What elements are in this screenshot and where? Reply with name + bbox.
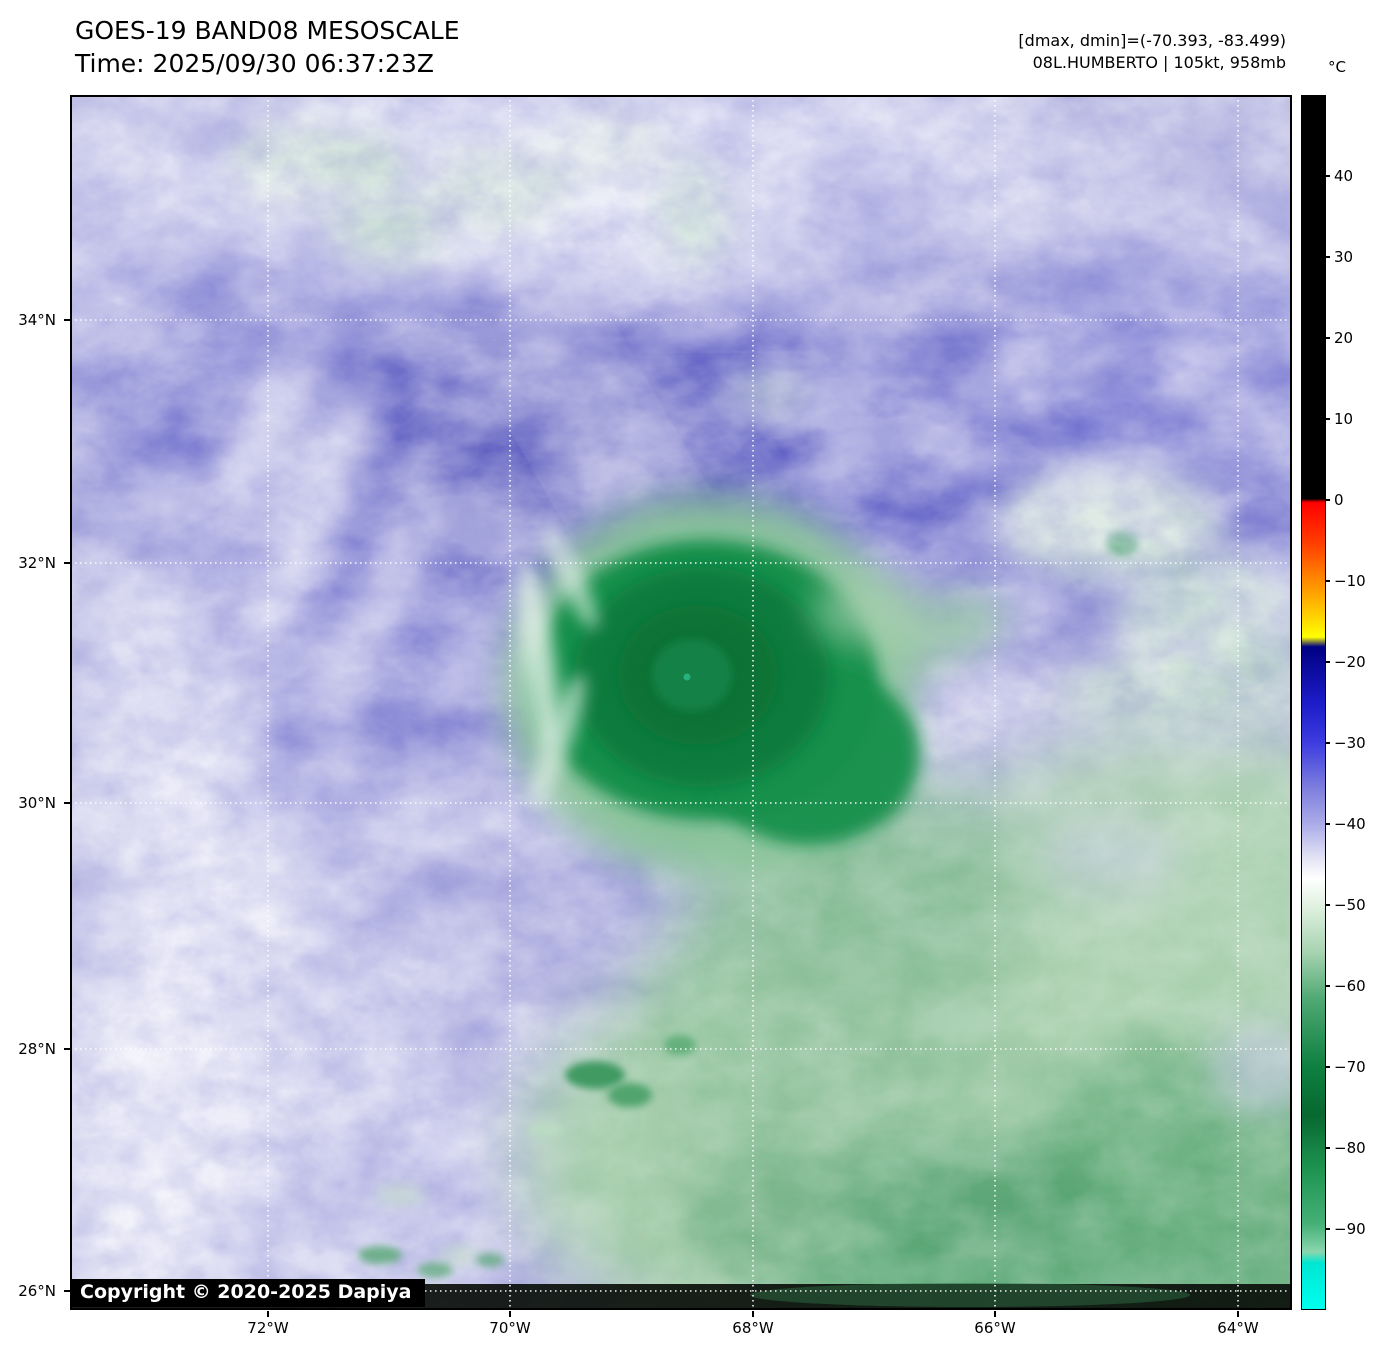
colorbar-unit-label: °C [1328,58,1346,76]
colorbar-tick-label: 10 [1334,410,1354,428]
axis-tick [64,1048,70,1050]
satellite-image [70,95,1292,1310]
colorbar-tick [1326,742,1330,744]
colorbar-tick [1326,1066,1330,1068]
colorbar-tick-label: 20 [1334,329,1354,347]
colorbar-tick [1326,823,1330,825]
lat-tick-label: 26°N [18,1282,56,1300]
axis-tick [64,562,70,564]
axis-tick [64,802,70,804]
colorbar-tick [1326,580,1330,582]
small-convective-cells [358,1035,696,1278]
colorbar [1301,95,1326,1310]
latitude-axis: 34°N 32°N 30°N 28°N 26°N [0,95,62,1310]
colorbar-tick-label: 0 [1334,491,1344,509]
lon-tick-label: 72°W [247,1319,289,1337]
gridlines [70,95,1292,1310]
satellite-map: Copyright © 2020-2025 Dapiya [70,95,1292,1310]
lat-tick-label: 28°N [18,1040,56,1058]
colorbar-tick [1326,661,1330,663]
colorbar-tick [1326,499,1330,501]
axis-tick [752,1311,754,1317]
colorbar-tick [1326,1228,1330,1230]
colorbar-tick [1326,256,1330,258]
axis-tick [509,1311,511,1317]
colorbar-tick-label: −90 [1334,1220,1366,1238]
colorbar-tick-label: −50 [1334,896,1366,914]
colorbar-tick [1326,985,1330,987]
lat-tick-label: 30°N [18,794,56,812]
lon-tick-label: 68°W [732,1319,774,1337]
axis-tick [64,1290,70,1292]
lat-tick-label: 32°N [18,554,56,572]
axis-tick [994,1311,996,1317]
axis-tick [1237,1311,1239,1317]
hurricane-humberto-core [505,495,1008,875]
header-right: [dmax, dmin]=(-70.393, -83.499) 08L.HUMB… [1018,30,1286,73]
longitude-axis: 72°W 70°W 68°W 66°W 64°W [70,1319,1292,1341]
page-title: GOES-19 BAND08 MESOSCALE [75,16,460,45]
colorbar-labels: 40 30 20 10 0 −10 −20 −30 −40 −50 −60 −7… [1334,95,1384,1310]
dmax-dmin-readout: [dmax, dmin]=(-70.393, -83.499) [1018,31,1286,50]
storm-info: 08L.HUMBERTO | 105kt, 958mb [1032,52,1286,72]
colorbar-tick-label: −10 [1334,572,1366,590]
header-left: GOES-19 BAND08 MESOSCALE Time: 2025/09/3… [75,14,460,80]
timestamp: Time: 2025/09/30 06:37:23Z [75,49,434,78]
colorbar-tick-label: −40 [1334,815,1366,833]
colorbar-tick-label: 40 [1334,167,1354,185]
hurricane-eye [683,673,691,681]
colorbar-tick [1326,418,1330,420]
map-frame [70,95,1292,1310]
colorbar-tick [1326,175,1330,177]
colorbar-gradient [1302,96,1325,1309]
colorbar-tick [1326,1147,1330,1149]
colorbar-tick-label: −20 [1334,653,1366,671]
colorbar-tick-label: −70 [1334,1058,1366,1076]
colorbar-tick [1326,904,1330,906]
copyright-badge: Copyright © 2020-2025 Dapiya [72,1279,426,1307]
axis-tick [267,1311,269,1317]
colorbar-tick [1326,337,1330,339]
axis-tick [64,319,70,321]
lat-tick-label: 34°N [18,311,56,329]
colorbar-tick-label: −80 [1334,1139,1366,1157]
lon-tick-label: 66°W [974,1319,1016,1337]
colorbar-tick-label: −30 [1334,734,1366,752]
lon-tick-label: 64°W [1217,1319,1259,1337]
lon-tick-label: 70°W [489,1319,531,1337]
colorbar-tick-label: −60 [1334,977,1366,995]
colorbar-tick-label: 30 [1334,248,1354,266]
